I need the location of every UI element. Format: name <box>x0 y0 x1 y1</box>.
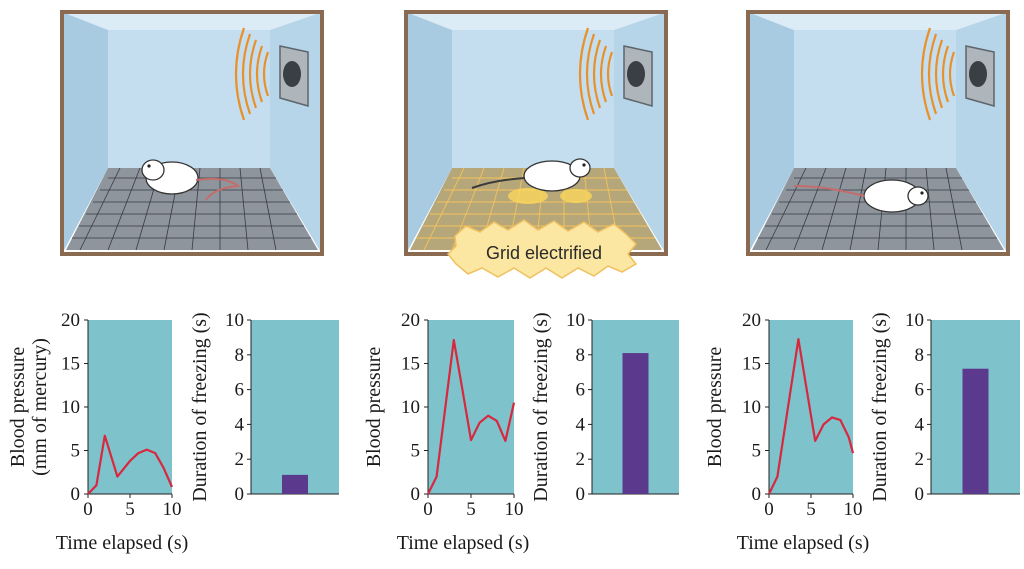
y-tick-label: 8 <box>915 345 925 366</box>
y-tick-label: 15 <box>742 354 761 375</box>
x-tick-label: 0 <box>83 499 93 520</box>
y-tick-label: 8 <box>235 345 245 366</box>
y-tick-label: 0 <box>235 484 245 505</box>
plot-area <box>88 320 172 494</box>
y-tick-label: 10 <box>61 397 80 418</box>
chamber-3-illustration <box>746 10 1010 256</box>
y-axis-label: Blood pressure <box>704 347 726 468</box>
cage-floor-grid <box>66 168 318 250</box>
callout-label: Grid electrified <box>486 243 602 263</box>
y-tick-label: 10 <box>742 397 761 418</box>
x-tick-label: 10 <box>163 499 182 520</box>
y-axis-label: Duration of freezing (s) <box>530 312 552 501</box>
blood-pressure-line <box>87 434 174 495</box>
y-tick-label: 15 <box>401 354 420 375</box>
y-tick-label: 20 <box>61 310 80 331</box>
y-axis-label: Blood pressure <box>363 347 385 468</box>
freezing-bar <box>622 353 649 494</box>
y-axis-label: (mm of mercury) <box>29 338 51 476</box>
y-tick-label: 6 <box>915 380 925 401</box>
plot-area <box>251 320 339 494</box>
y-tick-label: 0 <box>411 484 421 505</box>
y-tick-label: 2 <box>915 449 925 470</box>
y-tick-label: 10 <box>225 310 244 331</box>
x-axis-label: Time elapsed (s) <box>397 532 530 554</box>
y-tick-label: 4 <box>576 414 586 435</box>
y-tick-label: 0 <box>71 484 81 505</box>
y-tick-label: 6 <box>576 380 586 401</box>
y-axis-label: Duration of freezing (s) <box>869 312 891 501</box>
x-tick-label: 10 <box>505 499 524 520</box>
y-axis-label: Duration of freezing (s) <box>189 312 211 501</box>
y-tick-label: 5 <box>752 441 762 462</box>
y-tick-label: 5 <box>71 441 81 462</box>
rat-jumping-icon <box>471 158 591 192</box>
x-tick-label: 5 <box>466 499 476 520</box>
x-tick-label: 5 <box>125 499 135 520</box>
y-tick-label: 15 <box>61 354 80 375</box>
x-axis-label: Time elapsed (s) <box>737 532 870 554</box>
sound-waves-icon <box>234 27 270 121</box>
x-axis-label: Time elapsed (s) <box>56 532 189 554</box>
blood-pressure-line <box>768 338 855 495</box>
y-tick-label: 5 <box>411 441 421 462</box>
chamber-2-illustration <box>404 10 668 256</box>
y-tick-label: 0 <box>915 484 925 505</box>
freezing-duration-chart-2: 0 2 4 6 8 10 Duration of freezing (s) <box>530 310 679 505</box>
burst-shape <box>446 219 638 279</box>
blood-pressure-line <box>427 338 516 495</box>
freezing-bar <box>282 474 308 494</box>
y-tick-label: 20 <box>742 310 761 331</box>
shock-glow-icon <box>508 188 548 204</box>
freezing-duration-chart-3: 0 2 4 6 8 10 Duration of freezing (s) <box>869 310 1020 505</box>
x-tick-label: 0 <box>423 499 433 520</box>
x-tick-label: 0 <box>764 499 774 520</box>
x-tick-label: 10 <box>844 499 863 520</box>
freezing-duration-chart-1: 0 2 4 6 8 10 Duration of freezing (s) <box>189 310 339 505</box>
x-tick-label: 5 <box>806 499 816 520</box>
plot-area <box>769 320 853 494</box>
y-tick-label: 10 <box>905 310 924 331</box>
y-tick-label: 20 <box>401 310 420 331</box>
plot-area <box>428 320 514 494</box>
sound-waves-icon <box>920 27 956 121</box>
y-tick-label: 2 <box>576 449 586 470</box>
rat-freezing-icon <box>793 179 929 213</box>
grid-electrified-callout: Grid electrified <box>446 219 638 279</box>
chamber-1-illustration <box>60 10 324 256</box>
y-tick-label: 4 <box>235 414 245 435</box>
sound-waves-icon <box>578 27 614 121</box>
blood-pressure-chart-1: 0 5 10 15 20 0 5 10 Time elapsed (s) Blood pressu… <box>7 310 188 554</box>
blood-pressure-chart-3: 0 5 10 15 20 0 5 10 Time elapsed (s) Blood pressu… <box>704 310 869 554</box>
freezing-bar <box>962 368 989 494</box>
y-tick-label: 6 <box>235 380 245 401</box>
y-tick-label: 8 <box>576 345 586 366</box>
y-tick-label: 0 <box>576 484 586 505</box>
y-tick-label: 10 <box>566 310 585 331</box>
y-axis-label: Blood pressure <box>7 347 29 468</box>
y-tick-label: 2 <box>235 449 245 470</box>
rat-crouching-icon <box>141 159 241 201</box>
blood-pressure-chart-2: 0 5 10 15 20 0 5 10 Time elapsed (s) Blood pressu… <box>363 310 529 554</box>
y-tick-label: 0 <box>752 484 762 505</box>
shock-glow-icon <box>560 189 592 203</box>
y-tick-label: 10 <box>401 397 420 418</box>
y-tick-label: 4 <box>915 414 925 435</box>
